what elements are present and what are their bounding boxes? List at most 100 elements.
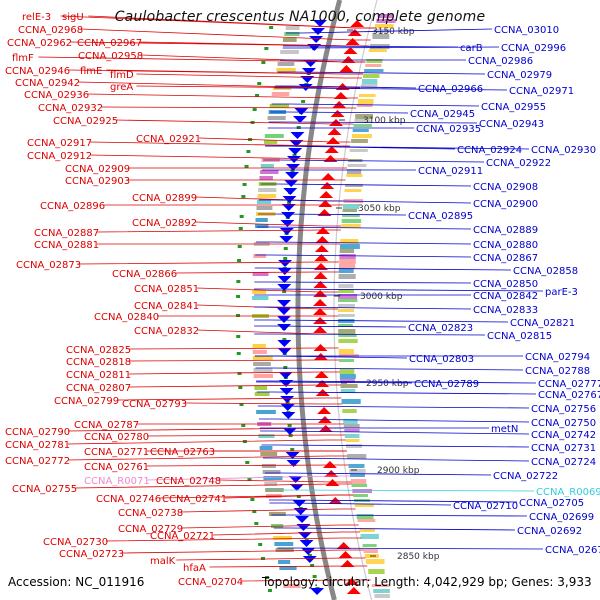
label-leader-line	[176, 557, 366, 561]
label-leader-line	[240, 579, 371, 582]
cog-feature-mark	[363, 74, 380, 78]
reverse-gene-arrow	[299, 540, 314, 547]
cog-feature-mark	[338, 349, 354, 354]
label-leader-line	[260, 430, 530, 435]
cog-feature-mark	[278, 560, 291, 564]
reverse-gene-arrow	[285, 172, 300, 179]
label-leader-line	[260, 183, 472, 187]
gene-label-forward: CCNA_02899	[132, 193, 197, 204]
gene-label-reverse: CCNA_02858	[513, 266, 578, 277]
label-leader-line	[140, 54, 366, 63]
cog-feature-mark	[351, 134, 372, 138]
cog-feature-mark	[372, 34, 390, 39]
cog-feature-mark	[256, 206, 273, 210]
gene-label-forward: CCNA_02738	[118, 508, 183, 519]
reverse-gene-arrow	[277, 348, 292, 355]
reverse-gene-arrow	[279, 236, 294, 243]
cog-feature-mark	[260, 164, 274, 168]
reverse-gene-arrow	[281, 212, 296, 219]
label-leader-line	[256, 226, 472, 230]
forward-gene-arrow	[338, 551, 353, 558]
cog-feature-mark	[338, 269, 354, 273]
rna-marker	[269, 26, 274, 29]
scale-tick-label: 2950 kbp	[366, 379, 409, 389]
cog-feature-mark	[282, 38, 297, 42]
forward-gene-arrow	[313, 308, 328, 315]
label-leader-line	[105, 537, 362, 542]
forward-gene-arrow	[313, 326, 328, 333]
gene-label-reverse: CCNA_02742	[531, 430, 596, 441]
rna-marker	[237, 259, 242, 262]
label-leader-line	[255, 367, 524, 371]
cog-feature-mark	[362, 544, 377, 547]
reverse-gene-arrow	[277, 308, 292, 315]
rna-marker	[267, 589, 272, 592]
rna-marker	[260, 557, 265, 560]
rna-marker	[307, 554, 312, 557]
reverse-gene-arrow	[280, 396, 295, 403]
reverse-gene-arrow	[288, 476, 303, 483]
gene-label-forward: CCNA_02723	[59, 549, 124, 560]
rna-marker	[247, 478, 252, 481]
rna-marker	[241, 195, 246, 198]
accession-text: Accession: NC_011916	[8, 575, 145, 589]
cog-feature-mark	[350, 474, 365, 477]
reverse-gene-arrow	[313, 20, 328, 27]
reverse-gene-arrow	[301, 68, 316, 75]
gene-label-forward: CCNA_02942	[15, 78, 80, 89]
cog-feature-mark	[344, 189, 362, 192]
label-leader-line	[224, 494, 354, 499]
cog-feature-mark	[252, 296, 269, 300]
cog-feature-mark	[340, 389, 356, 393]
gene-label-reverse: carB	[460, 43, 483, 54]
gene-label-forward: CCNA_02866	[112, 269, 177, 280]
cog-feature-mark	[284, 32, 300, 36]
label-leader-line	[116, 397, 342, 401]
gene-label-forward: CCNA_02936	[24, 90, 89, 101]
reverse-gene-arrow	[290, 132, 305, 139]
gene-label-forward: CCNA_02851	[134, 284, 199, 295]
cog-feature-mark	[338, 264, 356, 269]
gene-label-reverse: CCNA_02724	[531, 457, 596, 468]
cog-feature-mark	[275, 548, 294, 552]
gene-label-forward: flmE	[80, 66, 102, 77]
label-leader-line	[139, 41, 370, 47]
reverse-gene-arrow	[302, 556, 317, 563]
cog-feature-mark	[257, 200, 272, 204]
cog-feature-mark	[351, 139, 368, 143]
cog-feature-mark	[285, 26, 300, 30]
rna-marker	[241, 424, 246, 427]
label-leader-line	[136, 85, 360, 89]
label-leader-line	[128, 359, 340, 362]
cog-feature-mark	[366, 59, 383, 63]
gene-label-reverse: parE-3	[545, 287, 578, 298]
label-leader-line	[271, 514, 528, 517]
rna-marker	[258, 543, 263, 546]
label-leader-line	[254, 288, 544, 292]
reverse-gene-arrow	[277, 268, 292, 275]
gene-label-reverse: CCNA_02777	[538, 379, 600, 390]
forward-gene-arrow	[314, 371, 329, 378]
cog-feature-mark	[339, 369, 355, 374]
label-leader-line	[256, 380, 537, 384]
rna-marker	[238, 386, 243, 389]
rna-marker	[244, 165, 249, 168]
label-leader-line	[254, 319, 509, 323]
gene-label-reverse: CCNA_02889	[473, 225, 538, 236]
label-leader-line	[263, 457, 530, 462]
reverse-gene-arrow	[278, 372, 293, 379]
label-leader-line	[257, 213, 407, 216]
cog-feature-mark	[356, 514, 374, 519]
gene-label-forward: CCNA_02704	[178, 577, 243, 588]
rna-marker	[238, 227, 243, 230]
rna-marker	[252, 108, 257, 111]
cog-feature-mark	[252, 290, 267, 294]
gene-label-reverse: CCNA_02850	[473, 279, 538, 290]
forward-gene-arrow	[314, 245, 329, 252]
gene-label-forward: CCNA_02917	[27, 138, 92, 149]
cog-feature-mark	[340, 384, 358, 388]
label-leader-line	[277, 71, 486, 75]
label-leader-line	[268, 121, 478, 124]
label-leader-line	[194, 221, 342, 227]
cog-feature-mark	[256, 410, 276, 414]
